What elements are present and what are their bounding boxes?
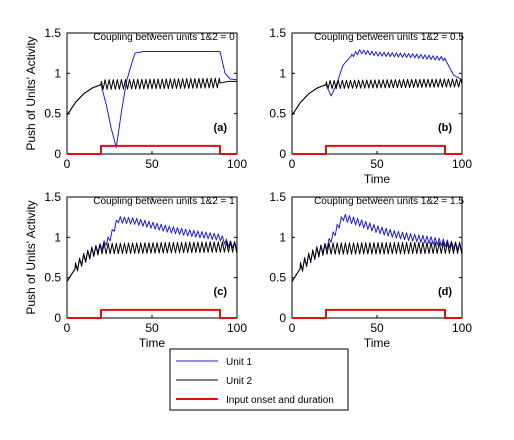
axes-frame (66, 32, 238, 155)
x-tick-label: 100 (227, 321, 247, 335)
y-tick-label: 1.5 (44, 26, 61, 40)
panel-title: Coupling between units 1&2 = 1.5 (314, 196, 464, 207)
legend-label-input: Input onset and duration (226, 395, 334, 406)
x-axis-label: Time (364, 172, 391, 186)
y-tick-label: 1 (54, 230, 61, 244)
y-tick-label: 0.5 (44, 107, 61, 121)
panel-b: 0 50 100 0 0.5 1 1.5 Coupling between units 1&2… (269, 26, 472, 186)
legend-label-unit-2: Unit 2 (226, 376, 253, 387)
x-tick-label: 0 (64, 321, 71, 335)
y-tick-label: 1 (279, 230, 286, 244)
x-tick-label: 50 (145, 321, 159, 335)
y-tick-label: 0.5 (269, 271, 286, 285)
axes-frame (66, 196, 238, 319)
series-line-input-onset-and-duration (292, 144, 462, 155)
y-tick-label: 1 (279, 66, 286, 80)
series-line-input-onset-and-duration (292, 308, 462, 319)
x-tick-label: 100 (452, 157, 472, 171)
panel-tag: (a) (214, 122, 228, 134)
x-tick-label: 100 (227, 157, 247, 171)
panel-title: Coupling between units 1&2 = 0 (93, 32, 235, 43)
x-axis-label: Time (364, 336, 391, 350)
panel-tag: (d) (438, 286, 452, 298)
panel-title: Coupling between units 1&2 = 1 (93, 196, 235, 207)
x-tick-label: 50 (370, 157, 384, 171)
legend-label-unit-1: Unit 1 (226, 357, 253, 368)
axes-frame (291, 32, 463, 155)
y-tick-label: 1.5 (269, 190, 286, 204)
y-tick-label: 0 (279, 147, 286, 161)
series-line-unit-2 (66, 241, 238, 282)
x-axis-label: Time (139, 336, 166, 350)
y-tick-label: 1.5 (44, 190, 61, 204)
x-tick-label: 0 (289, 321, 296, 335)
series-line-input-onset-and-duration (67, 308, 237, 319)
y-tick-label: 0.5 (269, 107, 286, 121)
y-tick-label: 0 (54, 147, 61, 161)
x-tick-label: 100 (452, 321, 472, 335)
panel-tag: (c) (214, 286, 228, 298)
y-axis-label: Push of Units' Activity (24, 36, 38, 150)
x-tick-label: 50 (145, 157, 159, 171)
series-line-unit-2 (291, 241, 463, 282)
axes-frame (291, 196, 463, 319)
legend: Unit 1 Unit 2 Input onset and duration (169, 348, 349, 411)
y-tick-label: 1.5 (269, 26, 286, 40)
y-axis-label: Push of Units' Activity (24, 200, 38, 314)
y-tick-label: 0 (54, 311, 61, 325)
series-line-unit-2 (66, 77, 238, 116)
series-line-unit-2 (291, 78, 463, 116)
x-tick-label: 0 (64, 157, 71, 171)
panel-d: 0 50 100 0 0.5 1 1.5 Coupling between units 1&2… (269, 190, 472, 350)
panel-a: 0 50 100 0 0.5 1 1.5 Coupling between units 1&2… (24, 26, 247, 171)
panel-title: Coupling between units 1&2 = 0.5 (314, 32, 464, 43)
y-tick-label: 0.5 (44, 271, 61, 285)
x-tick-label: 0 (289, 157, 296, 171)
y-tick-label: 0 (279, 311, 286, 325)
series-line-input-onset-and-duration (67, 144, 237, 155)
y-tick-label: 1 (54, 66, 61, 80)
x-tick-label: 50 (370, 321, 384, 335)
panel-tag: (b) (438, 122, 452, 134)
panel-c: 0 50 100 0 0.5 1 1.5 Coupling between units 1&2… (24, 190, 247, 350)
